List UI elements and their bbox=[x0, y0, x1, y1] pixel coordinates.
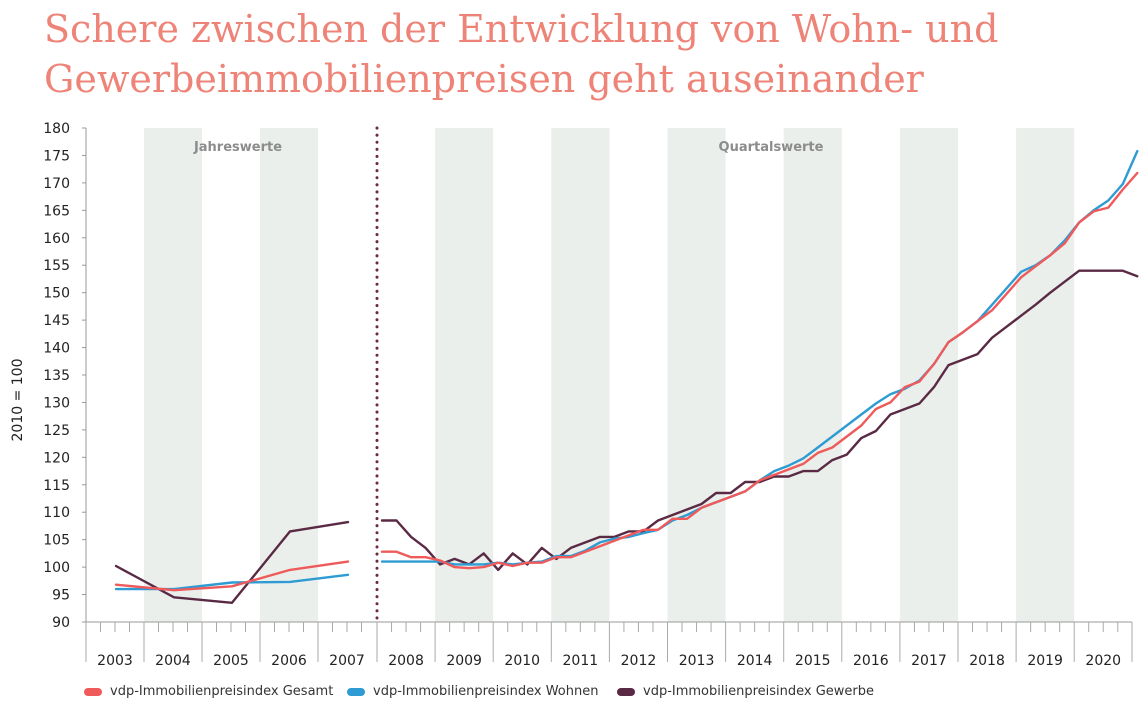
band-2019 bbox=[1016, 128, 1075, 622]
section-labels: Jahreswerte Quartalswerte bbox=[193, 140, 824, 155]
y-tick-label: 105 bbox=[43, 533, 70, 549]
legend-label-wohnen: vdp-Immobilienpreisindex Wohnen bbox=[373, 684, 599, 699]
x-tick-label: 2014 bbox=[737, 653, 773, 669]
x-tick-label: 2012 bbox=[621, 653, 657, 669]
page-title: Schere zwischen der Entwicklung von Wohn… bbox=[44, 4, 1124, 104]
y-tick-label: 120 bbox=[43, 450, 70, 466]
x-tick-label: 2015 bbox=[795, 653, 831, 669]
y-tick-label: 135 bbox=[43, 368, 70, 384]
series-line-gesamt-annual bbox=[114, 560, 350, 592]
y-tick-label: 90 bbox=[52, 615, 70, 631]
x-tick-label: 2020 bbox=[1085, 653, 1121, 669]
x-tick-label: 2003 bbox=[97, 653, 133, 669]
background-bands bbox=[144, 128, 1075, 622]
x-tick-label: 2005 bbox=[213, 653, 249, 669]
x-tick-label: 2019 bbox=[1027, 653, 1063, 669]
y-tick-label: 170 bbox=[43, 176, 70, 192]
x-tick-label: 2007 bbox=[329, 653, 365, 669]
legend: vdp-Immobilienpreisindex Gesamt vdp-Immo… bbox=[84, 684, 1124, 704]
legend-item-wohnen: vdp-Immobilienpreisindex Wohnen bbox=[347, 684, 598, 699]
y-axis-label: 2010 = 100 bbox=[10, 359, 26, 442]
y-tick-label: 175 bbox=[43, 148, 70, 164]
y-tick-label: 140 bbox=[43, 341, 70, 357]
band-2009 bbox=[435, 128, 494, 622]
series-line-gewerbe-annual bbox=[114, 520, 350, 604]
band-2013 bbox=[667, 128, 726, 622]
band-2006 bbox=[260, 128, 318, 622]
x-tick-label: 2006 bbox=[271, 653, 307, 669]
x-tick-label: 2016 bbox=[853, 653, 889, 669]
series-lines bbox=[114, 149, 1139, 604]
title-line-1: Schere zwischen der Entwicklung von Wohn… bbox=[44, 7, 999, 51]
legend-swatch-gesamt bbox=[84, 687, 102, 696]
series-line-gesamt-quarterly bbox=[380, 171, 1139, 570]
x-tick-label: 2013 bbox=[679, 653, 715, 669]
y-tick-label: 145 bbox=[43, 313, 70, 329]
y-axis: 90 95 100 105 110 115 120 125 130 135 140 145 150 155… bbox=[43, 121, 87, 631]
x-tick-label: 2009 bbox=[446, 653, 482, 669]
band-2017 bbox=[899, 128, 958, 622]
legend-swatch-gewerbe bbox=[617, 687, 635, 696]
x-tick-label: 2010 bbox=[504, 653, 540, 669]
y-tick-label: 115 bbox=[43, 478, 70, 494]
y-tick-label: 125 bbox=[43, 423, 70, 439]
legend-label-gesamt: vdp-Immobilienpreisindex Gesamt bbox=[110, 684, 334, 699]
title-line-2: Gewerbeimmobilienpreisen geht auseinande… bbox=[44, 57, 924, 101]
band-2015 bbox=[783, 128, 842, 622]
x-axis: 2003 2004 2005 2006 2007 2008 2009 2010 2011 2012… bbox=[85, 621, 1133, 669]
legend-item-gewerbe: vdp-Immobilienpreisindex Gewerbe bbox=[617, 684, 874, 699]
legend-swatch-wohnen bbox=[347, 687, 365, 696]
x-tick-label: 2004 bbox=[155, 653, 191, 669]
section-label-quarterly: Quartalswerte bbox=[719, 140, 824, 155]
x-tick-label: 2017 bbox=[911, 653, 947, 669]
x-tick-label: 2008 bbox=[388, 653, 424, 669]
series-line-gewerbe-quarterly bbox=[380, 269, 1139, 572]
y-tick-label: 155 bbox=[43, 258, 70, 274]
y-tick-label: 110 bbox=[43, 505, 70, 521]
y-tick-label: 180 bbox=[43, 121, 70, 137]
legend-item-gesamt: vdp-Immobilienpreisindex Gesamt bbox=[84, 684, 333, 699]
y-tick-label: 95 bbox=[52, 588, 70, 604]
y-tick-label: 100 bbox=[43, 560, 70, 576]
x-tick-label: 2011 bbox=[563, 653, 599, 669]
y-tick-label: 130 bbox=[43, 395, 70, 411]
band-2011 bbox=[551, 128, 610, 622]
band-2004 bbox=[144, 128, 202, 622]
y-tick-label: 150 bbox=[43, 286, 70, 302]
x-tick-label: 2018 bbox=[969, 653, 1005, 669]
y-tick-label: 165 bbox=[43, 203, 70, 219]
legend-label-gewerbe: vdp-Immobilienpreisindex Gewerbe bbox=[643, 684, 875, 699]
y-tick-label: 160 bbox=[43, 231, 70, 247]
section-label-annual: Jahreswerte bbox=[193, 140, 282, 155]
